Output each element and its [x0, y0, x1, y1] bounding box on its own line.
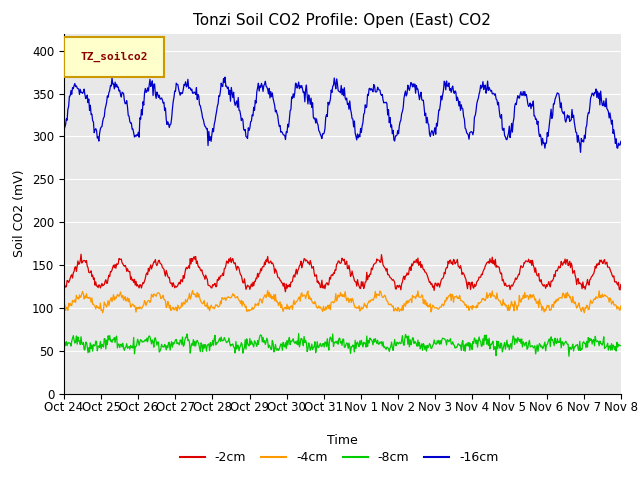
-16cm [70, 83, 78, 89]
-16cm [60, 128, 68, 133]
Legend: -2cm, -4cm, -8cm, -16cm: -2cm, -4cm, -8cm, -16cm [175, 446, 504, 469]
-4cm [189, 288, 196, 293]
-4cm [428, 306, 436, 312]
-8cm [617, 343, 625, 348]
-8cm [70, 337, 78, 343]
-4cm [60, 308, 68, 313]
-2cm [617, 282, 625, 288]
-16cm [577, 149, 584, 155]
-8cm [60, 341, 68, 347]
-8cm [184, 337, 192, 343]
-2cm [128, 277, 136, 283]
-8cm [214, 340, 221, 346]
-2cm [77, 252, 85, 257]
-4cm [215, 303, 223, 309]
-4cm [70, 299, 78, 305]
-8cm [565, 353, 573, 359]
-8cm [428, 346, 435, 351]
Line: -8cm: -8cm [64, 334, 621, 356]
-2cm [282, 289, 289, 295]
-16cm [221, 74, 229, 80]
Line: -4cm: -4cm [64, 290, 621, 313]
-4cm [128, 301, 136, 307]
-4cm [99, 310, 107, 316]
Y-axis label: Soil CO2 (mV): Soil CO2 (mV) [13, 170, 26, 257]
-16cm [428, 130, 435, 135]
-2cm [428, 281, 436, 287]
-4cm [185, 295, 193, 300]
-2cm [60, 284, 68, 290]
-16cm [214, 103, 221, 109]
-2cm [70, 268, 78, 274]
-4cm [617, 303, 625, 309]
-4cm [412, 296, 419, 301]
-8cm [295, 331, 303, 336]
FancyBboxPatch shape [64, 37, 164, 77]
Title: Tonzi Soil CO2 Profile: Open (East) CO2: Tonzi Soil CO2 Profile: Open (East) CO2 [193, 13, 492, 28]
-8cm [127, 345, 135, 350]
-16cm [127, 120, 135, 126]
Line: -16cm: -16cm [64, 77, 621, 152]
-16cm [617, 139, 625, 144]
-2cm [412, 259, 419, 264]
X-axis label: Time: Time [327, 434, 358, 447]
-8cm [411, 338, 419, 344]
-16cm [411, 81, 419, 87]
Text: TZ_soilco2: TZ_soilco2 [81, 52, 148, 62]
Line: -2cm: -2cm [64, 254, 621, 292]
-2cm [185, 263, 193, 269]
-2cm [214, 277, 222, 283]
-16cm [184, 76, 192, 82]
